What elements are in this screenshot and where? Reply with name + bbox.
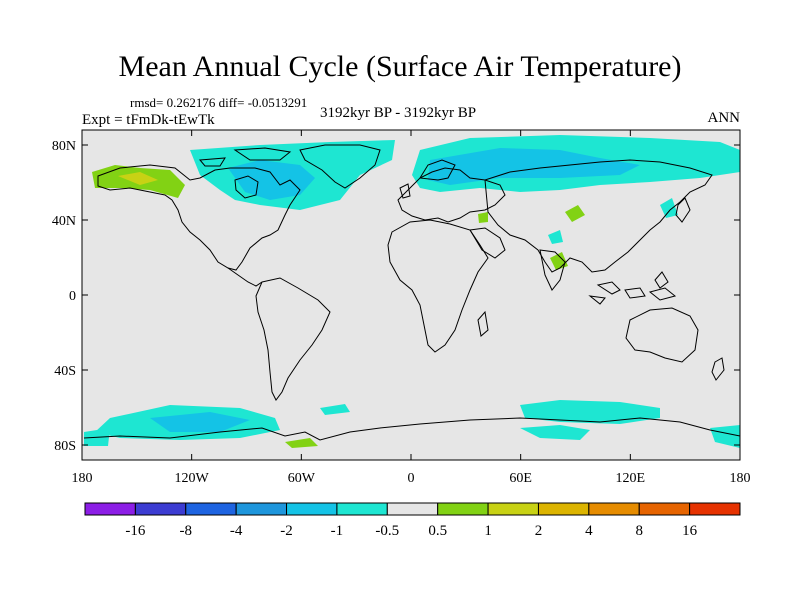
lon-tick-label: 120E: [616, 471, 646, 486]
colorbar-swatch: [487, 502, 539, 516]
coast-british-isles: [399, 183, 411, 199]
lat-tick-label: 40S: [54, 364, 76, 379]
colorbar-label: -16: [125, 523, 145, 539]
experiment-label: Expt = tFmDk-tEwTk: [82, 112, 215, 128]
colorbar-label: 2: [535, 523, 543, 539]
colorbar-swatch: [134, 502, 187, 516]
colorbar-label: -8: [180, 523, 193, 539]
lon-tick-label: 120W: [175, 471, 210, 486]
colorbar-swatch: [185, 502, 237, 516]
lat-tick-label: 80N: [52, 139, 76, 154]
lon-tick-label: 180: [730, 471, 751, 486]
coast-scandinavia: [419, 159, 456, 181]
colorbar-label: 1: [484, 523, 492, 539]
coast-south-america: [255, 277, 331, 401]
colorbar-label: 8: [635, 523, 643, 539]
colorbar-label: -2: [280, 523, 293, 539]
coast-antarctica: [83, 417, 741, 441]
figure-title: Mean Annual Cycle (Surface Air Temperatu…: [118, 50, 682, 83]
period-label: 3192kyr BP - 3192kyr BP: [320, 105, 477, 121]
coast-japan: [675, 197, 691, 223]
colorbar-label: 0.5: [428, 523, 447, 539]
coast-asia: [484, 159, 713, 273]
season-label: ANN: [707, 110, 741, 126]
anomaly-antarctic-ross: [710, 425, 740, 448]
anomaly-korea: [660, 198, 678, 218]
anomaly-alaska-yellow: [118, 172, 158, 185]
anomaly-tibet: [548, 230, 563, 244]
colorbar-swatch: [84, 502, 136, 516]
colorbar-label: -4: [230, 523, 243, 539]
coast-europe: [397, 167, 506, 223]
colorbar-swatch: [235, 502, 288, 516]
coast-madagascar: [477, 310, 489, 337]
anomaly-antarctic-pacific-blue: [150, 412, 250, 432]
colorbar-swatch: [286, 502, 338, 516]
coast-central-america: [227, 267, 263, 287]
coast-north-america: [97, 164, 301, 271]
coast-greenland: [299, 144, 381, 189]
anomaly-antarctic-indian: [520, 400, 660, 424]
coast-hudson-bay: [234, 175, 259, 199]
colorbar-swatch: [638, 502, 691, 516]
map-panel: 80N 40N 0 40S 80S 180 120W 60W 0 60E 120E 180: [52, 129, 751, 486]
stats-text: rmsd= 0.262176 diff= -0.0513291: [130, 95, 308, 110]
colorbar-swatch: [437, 502, 489, 516]
lon-tick-label: 180: [72, 471, 93, 486]
lon-tick-label: 60E: [509, 471, 532, 486]
anomaly-weddell-green: [285, 438, 318, 448]
anomaly-south-atlantic: [320, 404, 350, 415]
coast-new-zealand: [711, 357, 725, 381]
lat-tick-label: 80S: [54, 439, 76, 454]
lon-tick-label: 0: [408, 471, 415, 486]
coast-india: [539, 249, 566, 291]
colorbar-swatch: [588, 502, 640, 516]
anomaly-central-asia: [565, 205, 585, 222]
coast-arabia: [469, 227, 506, 259]
colorbar: -16 -8 -4 -2 -1 -0.5 0.5 1 2 4 8 16: [84, 502, 741, 539]
anomaly-siberia-blue: [428, 148, 640, 185]
anomaly-antarctic-east: [520, 425, 590, 440]
coast-australia: [625, 307, 699, 363]
colorbar-label: -0.5: [375, 523, 399, 539]
colorbar-label: -1: [331, 523, 344, 539]
lon-tick-label: 60W: [288, 471, 316, 486]
latitude-ticks: 80N 40N 0 40S 80S: [52, 139, 740, 454]
colorbar-label: 4: [585, 523, 593, 539]
colorbar-label: 16: [682, 523, 698, 539]
colorbar-swatch: [336, 502, 388, 516]
coastlines: [83, 144, 741, 441]
anomaly-india: [550, 252, 568, 270]
coast-africa: [387, 219, 489, 353]
anomaly-iran: [478, 212, 488, 223]
lat-tick-label: 40N: [52, 214, 76, 229]
coast-indonesia: [588, 271, 677, 305]
anomaly-fields: [84, 135, 740, 448]
coast-arctic-islands: [198, 147, 292, 167]
colorbar-swatch: [386, 502, 439, 516]
colorbar-swatch: [689, 502, 741, 516]
anomaly-hudson-blue: [228, 160, 315, 200]
longitude-ticks: 180 120W 60W 0 60E 120E 180: [72, 130, 751, 486]
lat-tick-label: 0: [69, 289, 76, 304]
colorbar-swatch: [537, 502, 590, 516]
